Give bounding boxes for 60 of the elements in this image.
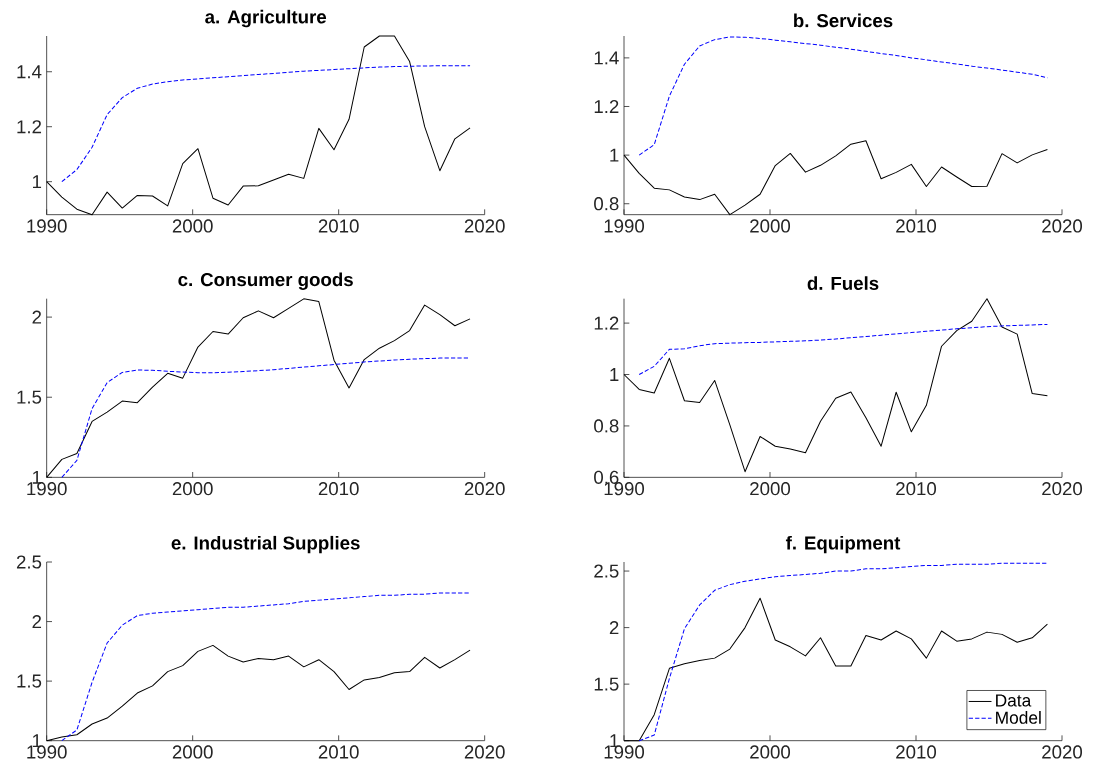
line-series [46,35,471,216]
x-tick-label: 2020 [1042,482,1083,496]
y-tick-label: 1.4 [17,65,42,79]
y-tick-label: 1.2 [17,120,42,134]
y-tick-label: 1.5 [594,677,619,691]
y-tick-label: 1.5 [17,674,42,688]
x-tick-label: 2020 [464,745,505,759]
chart-title: f. Equipment [785,535,901,554]
chart-title: b. Services [794,13,893,28]
x-tick-label: 2010 [896,482,937,496]
y-tick-label: 1.4 [594,51,619,65]
chart-title: d. Fuels [807,276,879,290]
x-tick-label: 2010 [318,745,359,759]
y-tick-label: 1 [610,148,619,162]
line-series [638,323,1048,376]
x-tick-label: 2020 [1042,745,1083,759]
chart-title: c. Consumer goods [178,272,353,290]
line-series [623,597,1048,742]
line-series [46,298,471,478]
x-tick-label: 2000 [172,745,213,759]
x-tick-label: 2000 [750,219,791,233]
y-tick-label: 1 [33,470,42,484]
y-tick-label: 1.5 [17,390,42,404]
x-tick-label: 1990 [27,219,67,233]
x-tick-label: 1990 [27,482,67,496]
y-tick-label: 2 [32,310,42,324]
y-tick-label: 0.8 [594,419,619,433]
line-series [623,140,1048,216]
line-series [638,36,1048,156]
x-tick-label: 2020 [464,219,505,233]
legend-label: Data [996,694,1032,707]
y-tick-label: 0.8 [594,197,619,211]
y-tick-label: 2.5 [594,564,619,578]
chart-title: e. Industrial Supplies [171,535,360,554]
y-tick-label: 2 [609,621,619,635]
y-tick-label: 1.2 [594,316,619,330]
y-tick-label: 2.5 [16,555,42,569]
line-series [46,644,471,742]
x-tick-label: 2020 [464,482,505,496]
y-tick-label: 1 [610,368,619,381]
x-tick-label: 2020 [1042,219,1083,233]
x-tick-label: 1990 [604,482,645,496]
y-tick-label: 0.6 [594,470,619,484]
x-tick-label: 2010 [318,482,359,496]
x-tick-label: 2000 [750,482,791,496]
y-tick-label: 1 [33,175,42,189]
x-tick-label: 1990 [604,219,645,233]
legend-label: Model [996,711,1041,724]
x-tick-label: 2000 [172,219,213,233]
x-tick-label: 2000 [750,745,791,759]
x-tick-label: 2000 [172,482,213,496]
x-tick-label: 2010 [318,219,359,233]
y-tick-label: 1.2 [594,99,619,114]
line-series [61,357,471,478]
x-tick-label: 2010 [896,219,937,233]
y-tick-label: 2 [32,615,42,629]
x-tick-label: 1990 [604,745,645,759]
line-series [623,298,1048,473]
x-tick-label: 2010 [896,745,937,759]
chart-title: a. Agriculture [205,9,327,28]
